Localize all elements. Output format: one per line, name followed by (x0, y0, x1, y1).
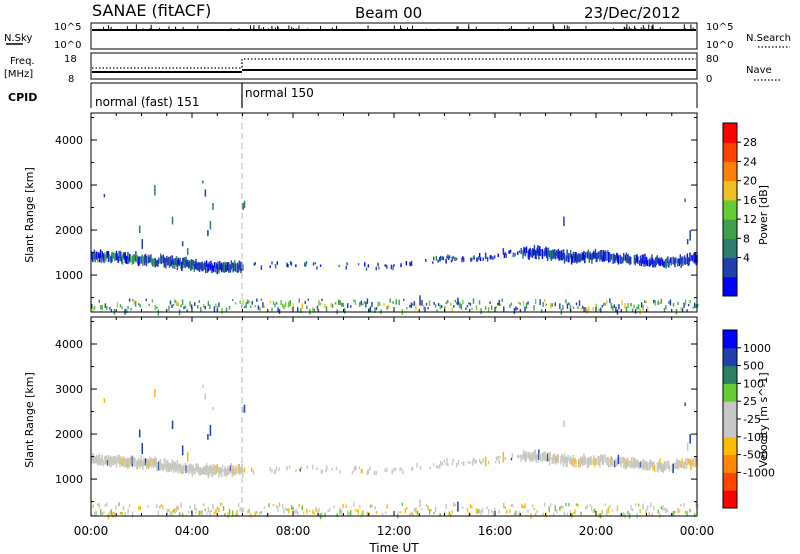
freq-unit-label: [MHz] (4, 69, 33, 80)
colorbar-tick-label: 500 (743, 360, 764, 373)
nsky-tick-top: 10^5 (54, 22, 81, 33)
beam-title: Beam 00 (355, 4, 422, 22)
nsky-tick-bottom: 10^0 (54, 40, 81, 51)
y-tick-label: 3000 (55, 179, 83, 192)
freq-tick-top: 18 (64, 54, 77, 65)
power-panel: 4000 3000 2000 1000 Slant Range [km] (23, 112, 699, 316)
colorbar-tick-label: 8 (743, 232, 750, 245)
nave-tick-bottom: 0 (706, 74, 712, 85)
x-axis-label: Time UT (368, 541, 419, 554)
x-tick-label: 00:00 (74, 524, 109, 538)
power-echoes (91, 180, 699, 316)
power-colorbar: 28 24 20 16 12 8 4 (722, 122, 757, 297)
y-tick-label: 4000 (55, 338, 83, 351)
velocity-ylabel: Slant Range [km] (23, 372, 36, 468)
velocity-echoes (91, 384, 699, 520)
y-tick-label: 2000 (55, 428, 83, 441)
power-colorbar-label: Power [dB] (757, 185, 770, 245)
nsearch-label: N.Search (746, 33, 791, 44)
velocity-colorbar: 1000 500 100 25 -25 -100 -500 -1000 (722, 329, 775, 509)
y-tick-label: 4000 (55, 134, 83, 147)
colorbar-tick-label: 1000 (743, 342, 771, 355)
colorbar-tick-label: 20 (743, 175, 757, 188)
velocity-colorbar-label: Velocity [m s^-1] (757, 372, 770, 467)
colorbar-tick-label: 24 (743, 155, 757, 168)
x-axis: 00:00 04:00 08:00 12:00 16:00 20:00 00:00 (74, 113, 715, 538)
colorbar-tick-label: 100 (743, 377, 764, 390)
velocity-y-ticks: 4000 3000 2000 1000 (55, 321, 697, 503)
colorbar-tick-label: 28 (743, 136, 757, 149)
nsky-label: N.Sky (4, 33, 32, 44)
colorbar-tick-label: -1000 (743, 466, 775, 479)
date-title: 23/Dec/2012 (584, 4, 680, 22)
velocity-panel: 4000 3000 2000 1000 Slant Range [km] (23, 316, 699, 520)
x-tick-label: 12:00 (377, 524, 412, 538)
nsearch-tick-bottom: 10^0 (706, 40, 733, 51)
nave-label: Nave (746, 65, 772, 76)
nsky-panel: N.Sky 10^5 10^0 10^5 10^0 N.Search (4, 22, 791, 51)
colorbar-tick-label: 16 (743, 194, 757, 207)
x-tick-label: 00:00 (680, 524, 715, 538)
y-tick-label: 2000 (55, 224, 83, 237)
colorbar-tick-label: -500 (743, 449, 768, 462)
freq-tick-bottom: 8 (68, 74, 74, 85)
x-tick-label: 04:00 (175, 524, 210, 538)
freq-label: Freq. (10, 56, 35, 67)
colorbar-tick-label: 25 (743, 395, 757, 408)
colorbar-tick-label: -25 (743, 413, 761, 426)
x-tick-label: 20:00 (579, 524, 614, 538)
nsearch-tick-top: 10^5 (706, 22, 733, 33)
cpid-mode-2: normal 150 (245, 86, 314, 100)
colorbar-tick-label: 12 (743, 213, 757, 226)
y-tick-label: 3000 (55, 383, 83, 396)
colorbar-tick-label: 4 (743, 252, 750, 265)
power-y-ticks: 4000 3000 2000 1000 (55, 117, 697, 299)
colorbar-tick-label: -100 (743, 431, 768, 444)
nave-tick-top: 80 (706, 54, 719, 65)
y-tick-label: 1000 (55, 473, 83, 486)
station-title: SANAE (fitACF) (92, 1, 211, 20)
nsky-spikes (99, 24, 694, 30)
cpid-label: CPID (8, 91, 37, 104)
x-tick-label: 08:00 (276, 524, 311, 538)
freq-panel: Freq. [MHz] 18 8 80 0 Nave (4, 52, 782, 85)
cpid-panel: CPID normal (fast) 151 normal 150 (8, 82, 698, 109)
y-tick-label: 1000 (55, 269, 83, 282)
x-tick-label: 16:00 (478, 524, 513, 538)
power-ylabel: Slant Range [km] (23, 167, 36, 263)
cpid-mode-1: normal (fast) 151 (95, 95, 199, 109)
